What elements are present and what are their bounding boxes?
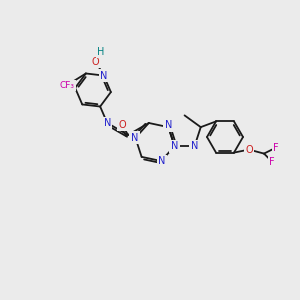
Text: N: N	[158, 156, 166, 166]
Text: H: H	[97, 46, 104, 57]
Text: CF₃: CF₃	[59, 81, 74, 90]
Text: O: O	[118, 120, 126, 130]
Text: O: O	[245, 145, 253, 154]
Text: N: N	[100, 70, 107, 81]
Text: N: N	[103, 118, 111, 128]
Text: N: N	[131, 133, 138, 143]
Text: N: N	[165, 120, 172, 130]
Text: F: F	[273, 142, 279, 153]
Text: F: F	[269, 157, 275, 166]
Text: N: N	[171, 141, 178, 151]
Text: N: N	[191, 141, 198, 151]
Text: O: O	[92, 57, 100, 67]
